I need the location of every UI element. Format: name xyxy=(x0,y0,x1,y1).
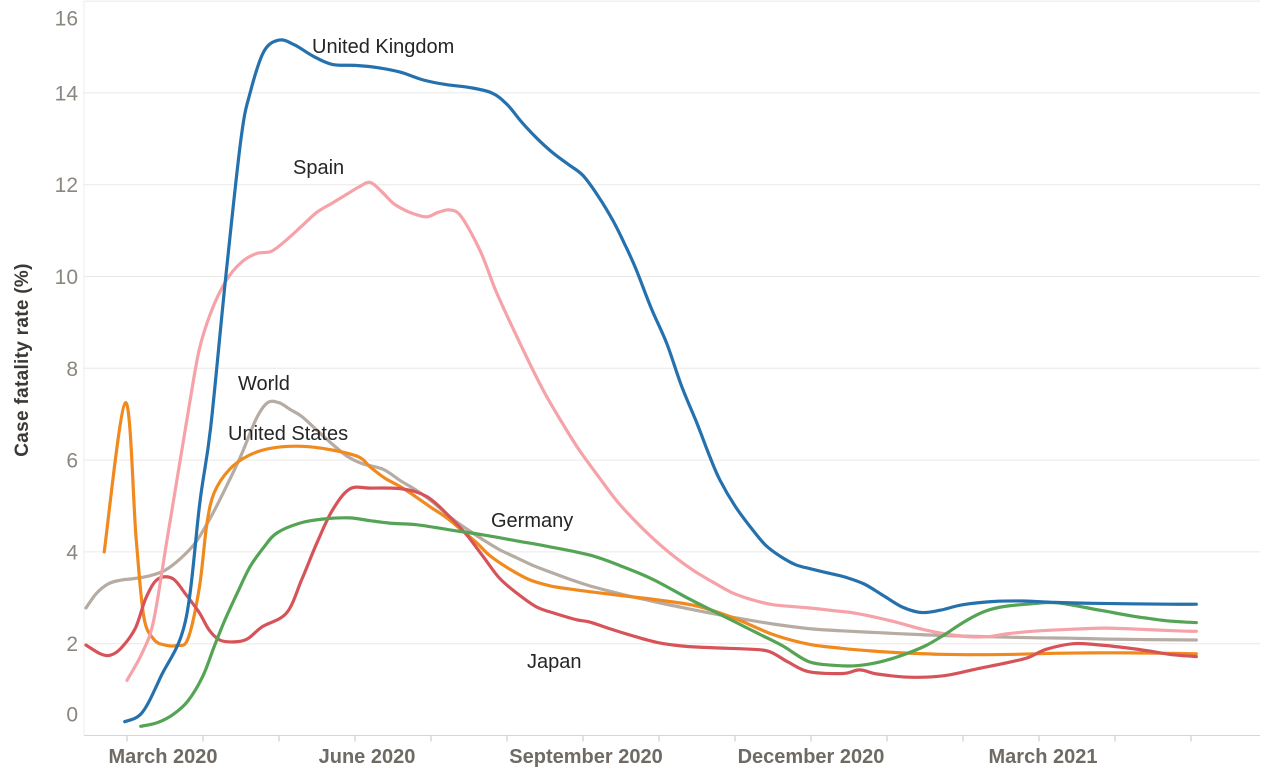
series-label-germany: Germany xyxy=(491,510,573,532)
y-axis-title: Case fatality rate (%) xyxy=(12,263,33,457)
y-tick-label-12: 12 xyxy=(55,174,78,197)
x-label-march-2021: March 2021 xyxy=(989,746,1098,768)
series-line-united-kingdom xyxy=(123,38,1198,724)
y-tick-label-2: 2 xyxy=(66,633,78,656)
series-lines xyxy=(84,38,1198,728)
series-line-germany xyxy=(139,516,1198,728)
series-label-world: World xyxy=(238,373,290,395)
series-label-spain: Spain xyxy=(293,157,344,179)
y-tick-label-4: 4 xyxy=(66,541,78,564)
y-tick-label-10: 10 xyxy=(55,266,78,289)
series-label-united-kingdom: United Kingdom xyxy=(312,36,454,58)
y-tick-labels: 0 2 4 6 8 10 12 14 16 xyxy=(55,8,79,727)
series-line-spain xyxy=(125,180,1198,682)
series-line-japan xyxy=(84,485,1198,679)
series-labels: World United States Japan Spain Germany Unite… xyxy=(228,36,582,673)
x-label-december-2020: December 2020 xyxy=(738,746,885,768)
axis-ticks xyxy=(126,735,1192,742)
x-label-september-2020: September 2020 xyxy=(509,746,662,768)
y-tick-label-6: 6 xyxy=(66,450,78,473)
x-label-june-2020: June 2020 xyxy=(319,746,416,768)
y-tick-label-14: 14 xyxy=(55,82,79,105)
series-label-united-states: United States xyxy=(228,423,348,445)
series-label-japan: Japan xyxy=(527,651,582,673)
y-tick-label-16: 16 xyxy=(55,8,78,31)
x-label-march-2020: March 2020 xyxy=(109,746,218,768)
y-tick-label-8: 8 xyxy=(66,358,78,381)
x-tick-labels: March 2020 June 2020 September 2020 Decembe… xyxy=(109,746,1098,768)
y-tick-label-0: 0 xyxy=(66,704,78,727)
gridlines xyxy=(83,0,1260,736)
